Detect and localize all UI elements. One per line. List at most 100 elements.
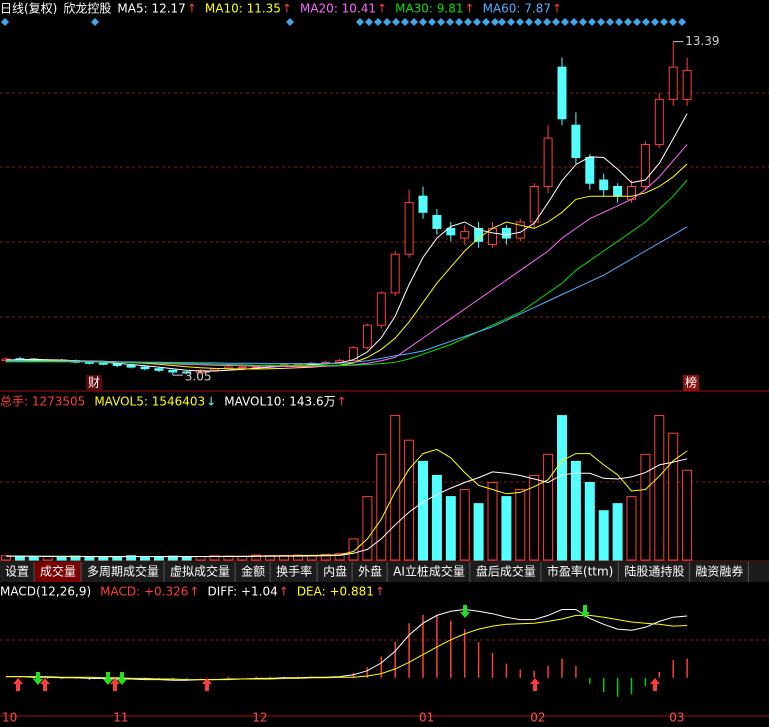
tab[interactable]: 市盈率(ttm) (547, 564, 613, 579)
legend-text: MACD: +0.326 (100, 585, 188, 599)
signal-diamond (651, 18, 659, 26)
signal-diamond (516, 18, 524, 26)
signal-arrow (650, 678, 660, 691)
tab-bg (619, 562, 690, 582)
volume-bar (334, 553, 345, 561)
tab-bg (541, 562, 619, 582)
signal-arrow (580, 605, 590, 618)
event-label: 财 (88, 376, 100, 390)
signal-diamond (383, 18, 391, 26)
tab[interactable]: 换手率 (276, 564, 312, 579)
volume-bar (28, 556, 39, 561)
tab[interactable]: 多周期成交量 (87, 564, 159, 579)
tab[interactable]: 设置 (5, 565, 29, 579)
tab[interactable]: 盘后成交量 (476, 564, 536, 579)
tab-bg (236, 562, 271, 582)
signal-diamond (498, 18, 506, 26)
legend-arrow: ↓ (206, 395, 216, 409)
header-text: 日线(复权) (0, 2, 57, 16)
signal-diamond (615, 18, 623, 26)
candle-body (126, 364, 136, 368)
volume-bar (98, 556, 109, 561)
candle-body (376, 292, 386, 326)
signal-diamond (374, 18, 382, 26)
signal-diamond (525, 18, 533, 26)
signal-diamond (473, 18, 481, 26)
candle-body (432, 215, 442, 229)
tab-bg (271, 562, 318, 582)
signal-diamond (365, 18, 373, 26)
tab-bg (82, 562, 165, 582)
volume-bar (404, 439, 415, 561)
candle-body (112, 363, 122, 366)
volume-bar (362, 496, 373, 561)
volume-bar (584, 482, 595, 561)
tab-bg (165, 562, 236, 582)
volume-bar (570, 460, 581, 561)
volume-bar (501, 496, 512, 561)
legend-text: MA30: 9.81 (395, 2, 463, 16)
signal-diamond (1, 18, 9, 26)
tab[interactable]: 融资融券 (695, 564, 743, 579)
volume-bar (668, 432, 679, 561)
legend-arrow: ↑ (552, 2, 562, 16)
volume-bar (640, 453, 651, 561)
signal-arrow (110, 678, 120, 691)
line (6, 458, 688, 558)
signal-arrow (103, 672, 113, 685)
volume-bar (153, 556, 164, 561)
tab[interactable]: 外盘 (358, 564, 382, 579)
candle-body (404, 202, 414, 255)
volume-bar (543, 453, 554, 561)
tab-bg (35, 562, 82, 582)
signal-diamond (419, 18, 427, 26)
candle-body (571, 124, 581, 158)
legend-arrow: ↑ (189, 585, 199, 599)
tab[interactable]: 内盘 (323, 564, 347, 579)
candle-body (182, 371, 192, 374)
candle-body (654, 98, 664, 146)
signal-diamond (660, 18, 668, 26)
candle-body (446, 227, 456, 236)
signal-arrow (202, 678, 212, 691)
event-label: 榜 (685, 375, 697, 390)
volume-bar (682, 469, 693, 561)
volume-bar (557, 415, 567, 561)
volume-bar (292, 554, 303, 561)
legend-text: MACD(12,26,9) (0, 585, 91, 599)
volume-bar (515, 489, 526, 561)
volume-bar (112, 556, 123, 561)
signal-arrow (460, 605, 470, 618)
volume-bar (431, 474, 442, 561)
tab[interactable]: 金额 (241, 564, 265, 579)
tab[interactable]: 虚拟成交量 (170, 564, 230, 579)
candle-body (237, 366, 247, 369)
volume-bar (56, 556, 67, 561)
tab-bg (388, 562, 470, 582)
event-box (86, 375, 102, 391)
signal-diamond (507, 18, 515, 26)
tab-bg (690, 562, 749, 582)
tab[interactable]: 陆股通持股 (624, 564, 684, 579)
legend-arrow: ↑ (282, 2, 292, 16)
signal-diamond (464, 18, 472, 26)
candle-body (418, 195, 428, 213)
candle-body (557, 66, 567, 120)
event-box (683, 375, 699, 391)
signal-diamond (356, 18, 364, 26)
signal-arrow (530, 678, 540, 691)
candle-body (154, 368, 164, 371)
tab[interactable]: AI立桩成交量 (393, 564, 465, 579)
signal-arrow (33, 672, 43, 685)
volume-bar (237, 555, 248, 561)
signal-diamond (91, 18, 99, 26)
signal-diamond (588, 18, 596, 26)
volume-bar (445, 496, 456, 561)
signal-diamond (491, 18, 499, 26)
volume-bar (598, 510, 609, 561)
line (5, 113, 688, 372)
volume-bar (376, 453, 387, 561)
tab[interactable]: 成交量 (40, 564, 76, 579)
